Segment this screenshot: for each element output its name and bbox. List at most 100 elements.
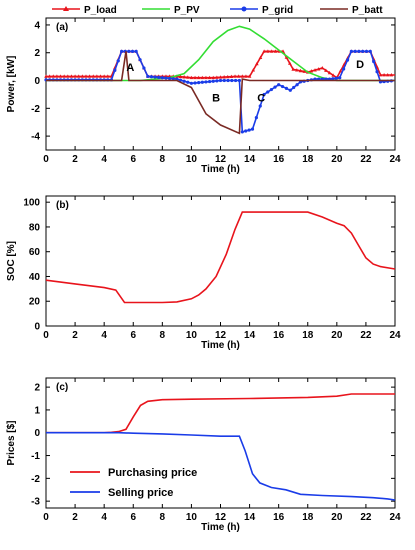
x-tick-label: 6: [130, 154, 136, 165]
marker-point: [338, 76, 342, 80]
marker-point: [255, 61, 259, 66]
marker-point: [189, 81, 194, 85]
marker-point: [222, 78, 226, 83]
plot-frame: [45, 377, 396, 509]
x-axis-label: Time (h): [201, 164, 240, 175]
marker-point: [389, 72, 394, 77]
marker-point: [302, 69, 306, 73]
marker-point: [69, 74, 74, 78]
legend-label: Purchasing price: [108, 467, 197, 479]
annotation-label: D: [356, 59, 364, 71]
marker-point: [309, 69, 314, 73]
marker-point: [349, 49, 353, 53]
x-tick-label: 24: [389, 330, 401, 341]
marker-point: [364, 49, 369, 53]
marker-point: [313, 68, 317, 72]
x-tick-label: 10: [186, 330, 198, 341]
marker-point: [58, 74, 63, 78]
marker-point: [44, 74, 48, 78]
y-tick-label: 60: [29, 247, 41, 258]
x-tick-label: 2: [72, 154, 78, 165]
marker-point: [211, 79, 215, 83]
x-tick-label: 2: [72, 512, 78, 523]
marker-point: [324, 68, 328, 72]
marker-point: [244, 74, 248, 78]
y-tick-label: -2: [31, 104, 40, 115]
marker-point: [225, 74, 230, 79]
marker-point: [269, 87, 273, 92]
marker-point: [120, 49, 124, 53]
x-tick-label: 24: [389, 512, 401, 523]
annotation-label: A: [126, 62, 134, 74]
marker-point: [204, 75, 208, 80]
marker-point: [240, 130, 244, 134]
marker-point: [320, 66, 325, 70]
y-tick-label: 40: [29, 272, 41, 283]
x-tick-label: 14: [244, 330, 256, 341]
marker-point: [116, 59, 120, 63]
marker-point: [153, 75, 157, 79]
marker-point: [182, 79, 186, 83]
x-tick-label: 0: [43, 512, 49, 523]
marker-point: [236, 74, 241, 78]
x-tick-label: 14: [244, 512, 256, 523]
marker-point: [87, 74, 92, 78]
series-line-p-load: [46, 50, 395, 79]
marker-point: [288, 61, 292, 65]
marker-point: [280, 84, 285, 89]
x-tick-label: 20: [331, 154, 343, 165]
marker-point: [230, 78, 234, 83]
marker-point: [295, 83, 299, 87]
marker-point: [327, 70, 332, 75]
x-tick-label: 20: [331, 512, 343, 523]
marker-point: [237, 78, 242, 83]
y-axis-label: Prices [$]: [6, 420, 17, 465]
marker-point: [251, 68, 256, 72]
y-axis-label: SOC [%]: [6, 241, 17, 281]
legend-label: P_load: [84, 5, 117, 16]
x-tick-label: 18: [302, 512, 314, 523]
y-tick-label: -4: [31, 132, 40, 143]
legend-marker: [241, 6, 247, 12]
x-tick-label: 4: [101, 330, 107, 341]
x-tick-label: 16: [273, 512, 285, 523]
marker-point: [385, 72, 390, 77]
marker-point: [164, 76, 168, 80]
x-axis-label: Time (h): [201, 340, 240, 351]
x-tick-label: 24: [389, 154, 401, 165]
marker-point: [316, 67, 321, 71]
legend-label: P_PV: [174, 5, 200, 16]
x-tick-label: 16: [273, 154, 285, 165]
marker-point: [200, 80, 204, 84]
marker-point: [80, 74, 85, 78]
y-tick-label: 2: [34, 48, 40, 59]
marker-point: [292, 85, 296, 90]
marker-point: [211, 75, 216, 80]
x-tick-label: 14: [244, 154, 256, 165]
marker-point: [372, 59, 376, 64]
marker-point: [258, 55, 263, 59]
marker-point: [113, 68, 117, 72]
marker-point: [345, 58, 350, 62]
marker-point: [218, 78, 223, 83]
marker-point: [62, 74, 66, 78]
plot-frame: [45, 195, 396, 327]
legend-label: P_batt: [352, 5, 383, 16]
marker-point: [254, 115, 258, 120]
marker-point: [55, 74, 59, 78]
marker-point: [204, 80, 208, 84]
x-tick-label: 4: [101, 154, 107, 165]
panel-label: (b): [56, 200, 69, 211]
marker-point: [193, 75, 197, 80]
marker-point: [353, 49, 357, 53]
legend-marker: [63, 6, 69, 11]
marker-point: [200, 75, 205, 80]
legend-label: Selling price: [108, 487, 173, 499]
y-tick-label: -2: [31, 474, 40, 485]
x-tick-label: 8: [160, 154, 166, 165]
marker-point: [207, 79, 212, 84]
marker-point: [258, 104, 262, 108]
